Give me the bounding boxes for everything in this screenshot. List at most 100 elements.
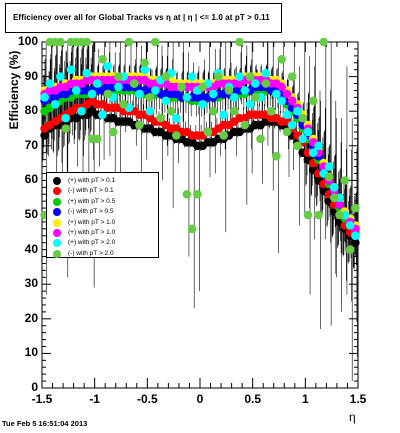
- data-point: [156, 113, 165, 123]
- data-point: [177, 82, 186, 92]
- data-point: [219, 131, 228, 140]
- y-tick-label: 80: [24, 103, 38, 118]
- data-point: [61, 113, 70, 123]
- data-point: [208, 106, 218, 116]
- legend-label: (+) with pT > 1.0: [68, 218, 116, 226]
- data-point: [129, 79, 139, 88]
- data-point: [282, 89, 292, 99]
- data-point: [282, 127, 292, 137]
- data-point: [150, 37, 160, 47]
- data-point: [172, 113, 181, 123]
- data-point: [314, 210, 323, 220]
- data-point: [277, 55, 286, 64]
- data-point: [277, 96, 286, 106]
- data-point: [145, 93, 155, 102]
- data-point: [235, 37, 244, 47]
- data-point: [161, 96, 171, 106]
- data-point: [229, 93, 239, 102]
- legend-label: (+) with pT > 0.5: [68, 197, 116, 205]
- y-tick-label: 10: [24, 345, 38, 360]
- data-point: [182, 189, 192, 199]
- x-axis-label: η: [349, 410, 356, 424]
- data-point: [256, 134, 265, 144]
- legend-marker: [53, 249, 61, 258]
- data-point: [172, 131, 181, 140]
- data-point: [293, 141, 302, 151]
- data-point: [198, 99, 207, 109]
- data-point: [261, 68, 271, 78]
- data-point: [166, 106, 176, 116]
- data-point: [314, 141, 323, 151]
- data-point: [198, 82, 207, 92]
- data-point: [240, 86, 250, 95]
- data-point: [82, 68, 92, 78]
- legend-marker: [53, 218, 61, 227]
- data-point: [240, 120, 250, 130]
- data-point: [182, 93, 192, 102]
- data-point: [124, 37, 134, 47]
- timestamp-footer: Tue Feb 5 16:51:04 2013: [2, 419, 88, 428]
- data-point: [114, 82, 123, 92]
- data-point: [287, 120, 297, 130]
- data-point: [261, 79, 271, 88]
- data-point: [208, 89, 218, 99]
- data-point: [330, 193, 339, 202]
- data-point: [114, 72, 123, 81]
- data-point: [345, 245, 355, 254]
- x-tick-label: -0.5: [136, 392, 158, 406]
- data-point: [224, 86, 234, 95]
- data-point: [40, 93, 49, 102]
- legend-label: (+) with pT > 1.0: [68, 229, 116, 236]
- data-point: [345, 221, 355, 230]
- data-point: [277, 82, 286, 92]
- legend-label: (+) with pT > 0.1: [68, 177, 116, 184]
- data-point: [66, 65, 76, 74]
- chart-title-box: Efficiency over all for Global Tracks vs…: [5, 3, 282, 33]
- data-point: [103, 61, 113, 71]
- data-point: [56, 72, 65, 81]
- data-point: [98, 55, 107, 64]
- data-point: [103, 89, 113, 99]
- data-point: [45, 79, 55, 88]
- data-point: [61, 124, 70, 133]
- data-point: [351, 203, 360, 213]
- data-point: [119, 99, 128, 109]
- data-point: [98, 110, 107, 119]
- data-point: [150, 86, 160, 95]
- x-tick-label: 0: [196, 392, 204, 406]
- data-point: [214, 72, 223, 81]
- data-point: [187, 72, 197, 81]
- data-point: [266, 106, 276, 116]
- legend-marker: [53, 229, 61, 237]
- legend-label: (-) with pT > 0.1: [68, 187, 114, 195]
- data-point: [308, 148, 318, 158]
- chart-title: Efficiency over all for Global Tracks vs…: [13, 13, 270, 22]
- data-point: [293, 106, 302, 116]
- data-point: [251, 93, 260, 102]
- data-point: [135, 120, 144, 130]
- data-point: [161, 72, 171, 81]
- data-point: [93, 79, 102, 88]
- x-tick-label: -1: [89, 392, 100, 406]
- data-point: [308, 96, 318, 106]
- data-point: [193, 189, 202, 199]
- data-point: [335, 210, 344, 220]
- legend-marker: [53, 239, 61, 248]
- data-point: [40, 131, 49, 140]
- y-tick-label: 0: [31, 380, 38, 394]
- data-point: [287, 72, 297, 81]
- data-point: [272, 151, 281, 161]
- x-tick-label: 0.5: [244, 392, 261, 406]
- data-point: [135, 89, 144, 99]
- data-point: [87, 89, 97, 99]
- legend-label: (+) with pT > 2.0: [68, 239, 116, 247]
- y-tick-label: 70: [24, 137, 38, 152]
- data-point: [82, 37, 92, 47]
- data-point: [287, 96, 297, 106]
- data-point: [303, 210, 313, 220]
- data-point: [351, 231, 360, 241]
- legend-label: (-) with pT > 2.0: [68, 249, 114, 257]
- data-point: [145, 106, 155, 116]
- data-point: [272, 89, 281, 99]
- data-point: [108, 127, 118, 137]
